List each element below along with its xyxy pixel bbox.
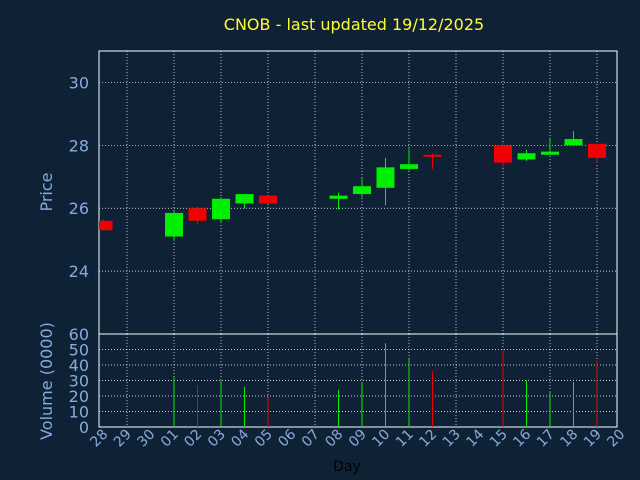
- x-axis: 28 29 30 01 02 03 04 05 06 07 08 09 10 11 12 13 14 15 16 17…: [87, 426, 628, 450]
- candle-body: [212, 198, 230, 220]
- candle-body: [494, 145, 512, 163]
- candle-body: [99, 220, 113, 231]
- price-axis-label: Price: [37, 172, 56, 211]
- candle-body: [329, 195, 348, 199]
- price-tick-label: 28: [69, 136, 89, 155]
- volume-tick-label: 30: [69, 372, 89, 391]
- price-tick-label: 26: [69, 199, 89, 218]
- price-panel: 24 26 28 30: [69, 50, 618, 335]
- candle-body: [541, 151, 559, 155]
- price-tick-label: 30: [69, 73, 89, 92]
- volume-tick-label: 40: [69, 356, 89, 375]
- candle-body: [165, 212, 183, 237]
- volume-tick-label: 60: [69, 325, 89, 344]
- volume-tick-label: 10: [69, 403, 89, 422]
- candle-body: [188, 208, 207, 221]
- volume-tick-label: 0: [79, 418, 89, 437]
- candle-body: [353, 186, 371, 195]
- price-tick-label: 24: [69, 262, 89, 281]
- candle-body: [564, 139, 583, 146]
- volume-axis-label: Volume (0000): [37, 322, 56, 440]
- volume-tick-label: 50: [69, 341, 89, 360]
- candle-body: [376, 167, 395, 188]
- chart-title: CNOB - last updated 19/12/2025: [224, 15, 484, 34]
- candle-body: [259, 195, 277, 204]
- candle-body: [517, 153, 536, 160]
- candle-body: [235, 194, 254, 204]
- candle-body: [423, 154, 442, 157]
- candle-body: [588, 143, 606, 158]
- x-axis-label: Day: [333, 459, 361, 475]
- volume-tick-label: 20: [69, 387, 89, 406]
- candle-body: [400, 164, 418, 169]
